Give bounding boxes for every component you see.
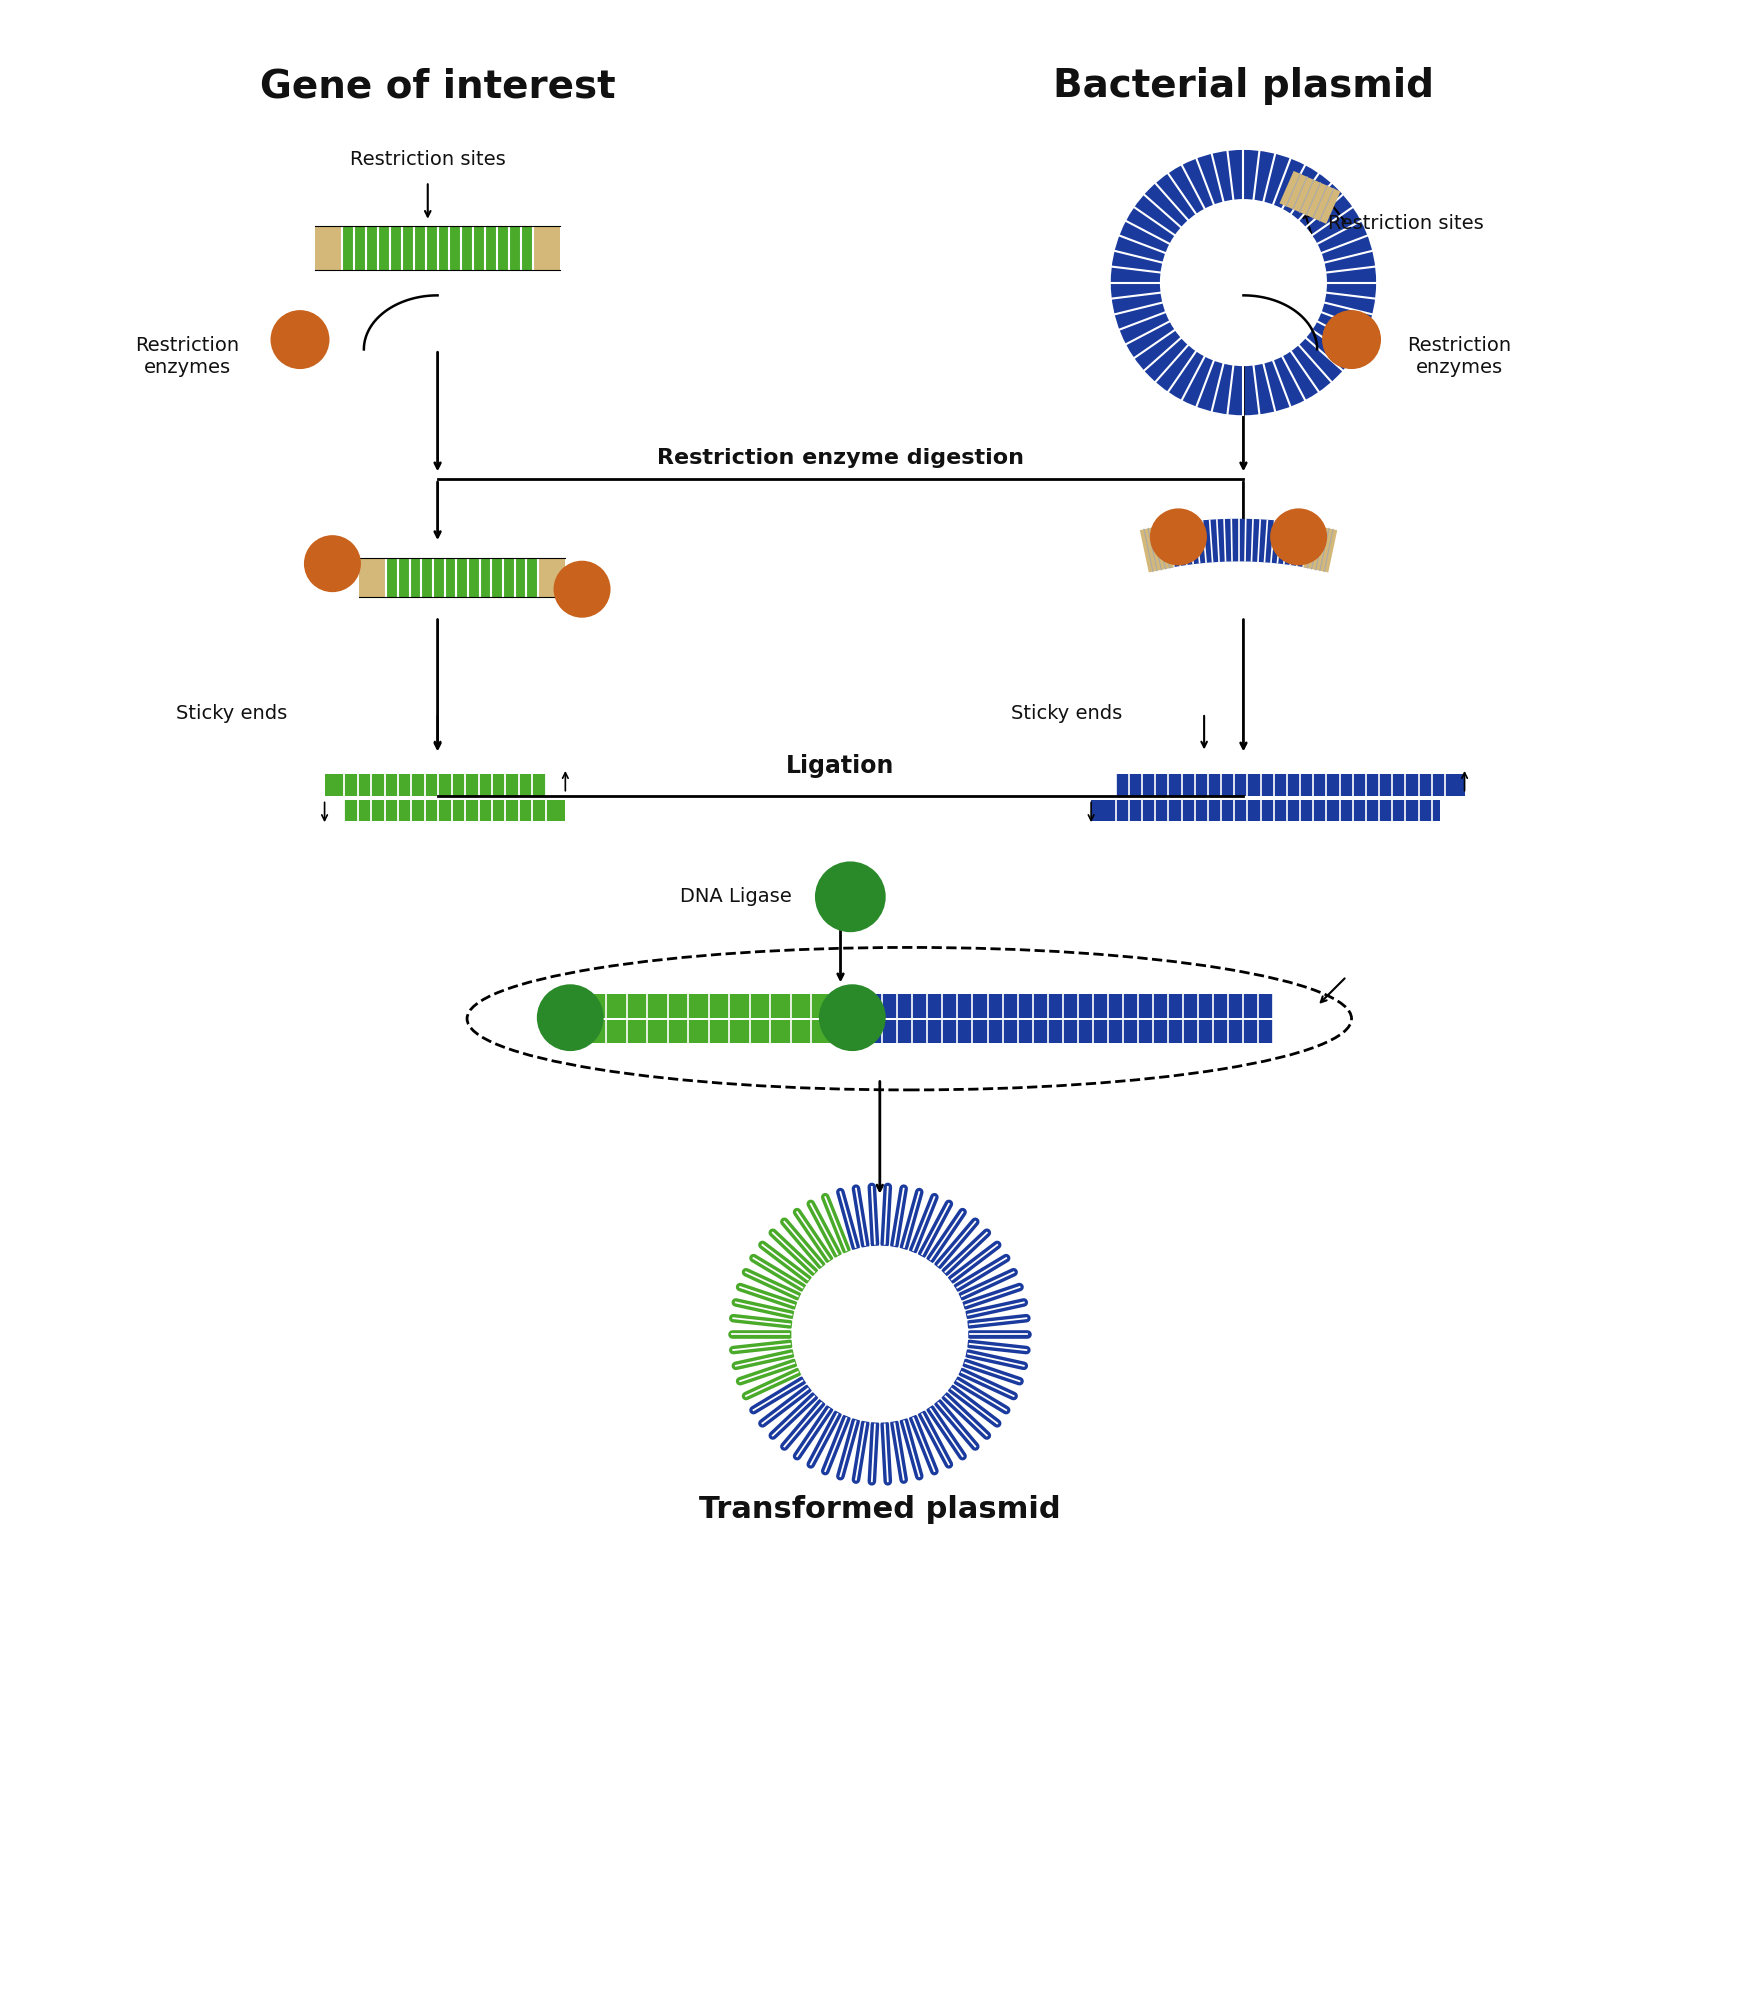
Bar [1280,170,1341,224]
Circle shape [271,310,329,370]
Bar [1090,800,1440,822]
Text: Sticky ends: Sticky ends [176,704,287,722]
Bar [325,774,546,796]
Polygon shape [1153,520,1325,568]
Text: Restriction
enzymes: Restriction enzymes [1407,336,1511,376]
Bar [586,1020,856,1044]
Circle shape [791,1246,969,1422]
Circle shape [1322,310,1381,370]
Bar [1139,524,1174,572]
Bar [386,558,537,598]
Circle shape [553,560,610,618]
Bar [358,558,565,598]
Circle shape [816,862,885,932]
Bar [840,1020,1273,1044]
Text: Restriction enzyme digestion: Restriction enzyme digestion [657,448,1024,468]
Bar [344,800,565,822]
Circle shape [1269,508,1327,566]
Bar [1116,774,1464,796]
Bar [570,994,852,1018]
Bar [315,226,560,270]
Circle shape [1111,150,1376,416]
Text: DNA Ligase: DNA Ligase [680,888,791,906]
Circle shape [819,984,885,1052]
Text: Restriction sites: Restriction sites [1327,214,1483,234]
Bar [1303,524,1337,572]
Circle shape [1149,508,1207,566]
Text: Ligation: Ligation [786,754,894,778]
Circle shape [304,536,362,592]
Text: Restriction
enzymes: Restriction enzymes [136,336,238,376]
Text: Bacterial plasmid: Bacterial plasmid [1052,68,1435,106]
Circle shape [537,984,603,1052]
Circle shape [1160,200,1327,366]
Bar [343,226,532,270]
Text: Restriction sites: Restriction sites [350,150,506,170]
Bar [852,994,1273,1018]
Text: Gene of interest: Gene of interest [259,68,616,106]
Text: Sticky ends: Sticky ends [1010,704,1122,722]
Text: Transformed plasmid: Transformed plasmid [699,1494,1061,1524]
